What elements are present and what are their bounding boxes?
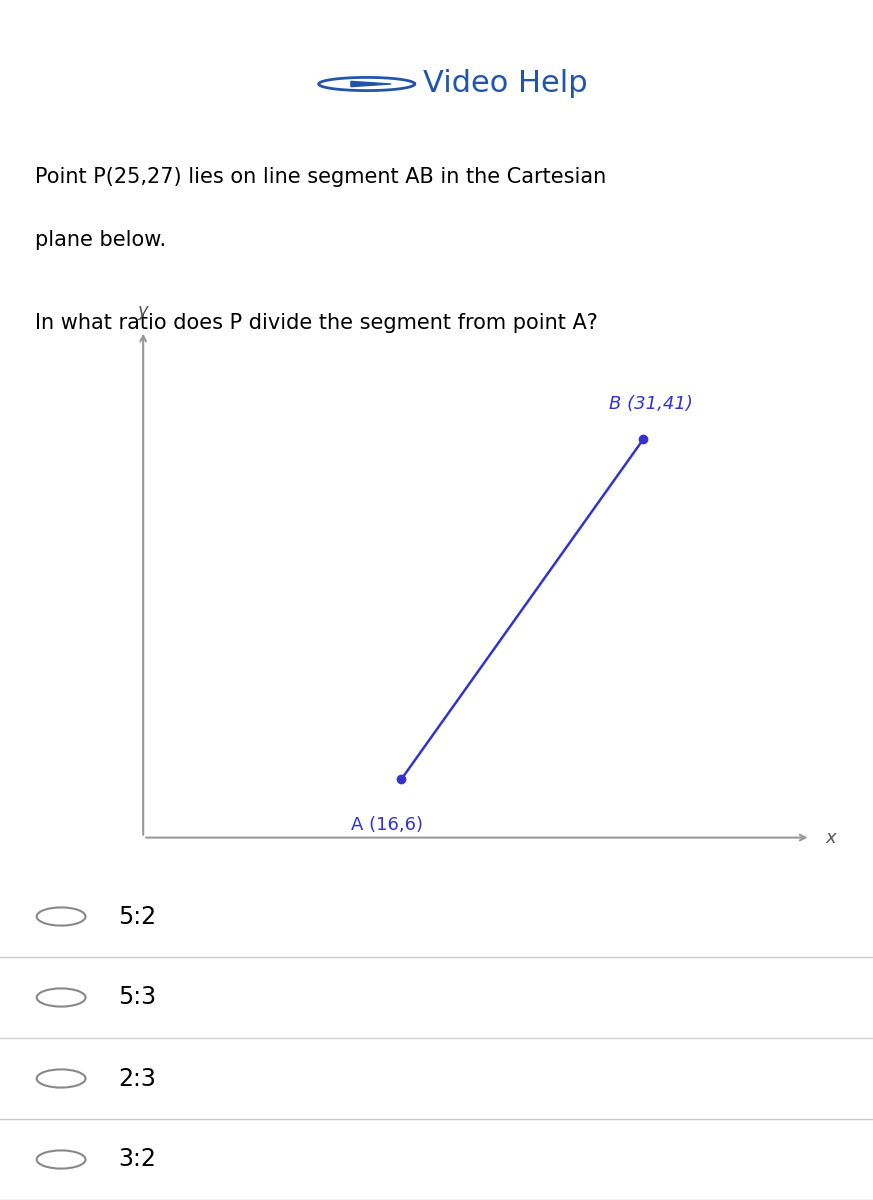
Text: 3:2: 3:2	[118, 1147, 155, 1171]
Text: plane below.: plane below.	[35, 230, 166, 251]
Text: A (16,6): A (16,6)	[351, 816, 423, 834]
Polygon shape	[351, 82, 391, 86]
Text: 5:3: 5:3	[118, 985, 156, 1009]
Text: Point P(25,27) lies on line segment AB in the Cartesian: Point P(25,27) lies on line segment AB i…	[35, 167, 606, 187]
Text: 5:2: 5:2	[118, 905, 156, 929]
Text: 2:3: 2:3	[118, 1067, 155, 1091]
Text: B (31,41): B (31,41)	[608, 395, 692, 413]
Text: y: y	[138, 302, 148, 320]
Text: Video Help: Video Help	[423, 70, 588, 98]
Text: In what ratio does P divide the segment from point A?: In what ratio does P divide the segment …	[35, 313, 598, 332]
Text: x: x	[825, 828, 835, 847]
